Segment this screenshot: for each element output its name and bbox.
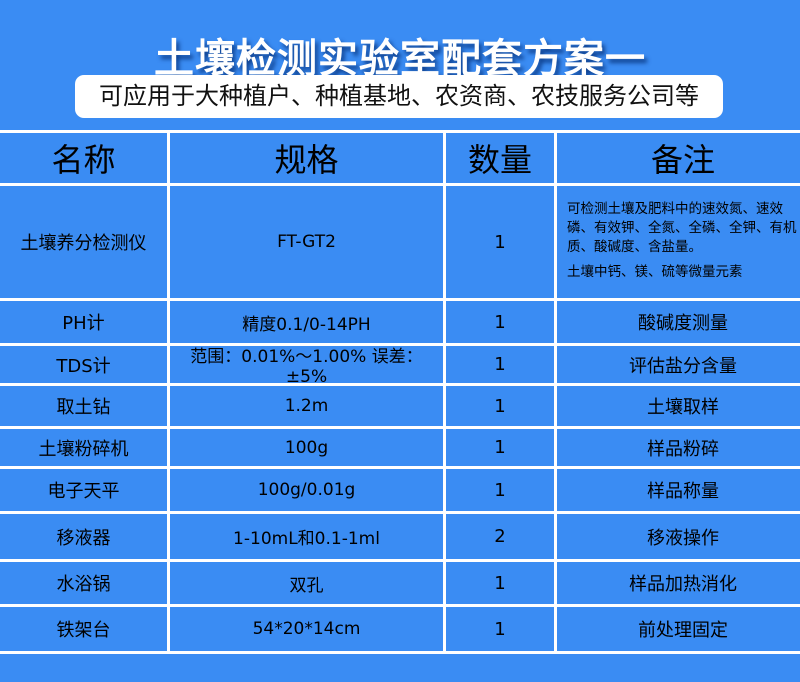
cell-name: PH计: [0, 301, 167, 343]
cell-spec: 100g/0.01g: [170, 469, 443, 511]
header-spec: 规格: [170, 133, 443, 183]
cell-note: 酸碱度测量: [557, 301, 800, 343]
cell-note: 土壤取样: [557, 386, 800, 426]
cell-qty: 1: [446, 429, 554, 466]
cell-name: 电子天平: [0, 469, 167, 511]
header-name: 名称: [0, 133, 167, 183]
cell-spec: FT-GT2: [170, 186, 443, 298]
cell-name: 水浴锅: [0, 562, 167, 604]
cell-note: 移液操作: [557, 514, 800, 559]
cell-qty: 1: [446, 346, 554, 383]
cell-qty: 1: [446, 301, 554, 343]
header-note: 备注: [557, 133, 800, 183]
cell-name: 铁架台: [0, 607, 167, 651]
cell-name: 土壤养分检测仪: [0, 186, 167, 298]
cell-spec: 精度0.1/0-14PH: [170, 301, 443, 343]
subtitle-banner: 可应用于大种植户、种植基地、农资商、农技服务公司等: [75, 75, 723, 118]
cell-qty: 1: [446, 186, 554, 298]
cell-note: 可检测土壤及肥料中的速效氮、速效磷、有效钾、全氮、全磷、全钾、有机质、酸碱度、含…: [557, 186, 800, 298]
cell-qty: 1: [446, 386, 554, 426]
equipment-table: 名称 规格 数量 备注 土壤养分检测仪 FT-GT2 1 可检测土壤及肥料中的速效氮、…: [0, 130, 800, 654]
cell-name: 土壤粉碎机: [0, 429, 167, 466]
cell-spec: 双孔: [170, 562, 443, 604]
note-text: 可检测土壤及肥料中的速效氮、速效磷、有效钾、全氮、全磷、全钾、有机质、酸碱度、含…: [567, 201, 797, 255]
cell-spec: 1.2m: [170, 386, 443, 426]
cell-spec: 100g: [170, 429, 443, 466]
cell-spec: 54*20*14cm: [170, 607, 443, 651]
cell-note: 评估盐分含量: [557, 346, 800, 383]
cell-note: 样品粉碎: [557, 429, 800, 466]
note-text: 土壤中钙、镁、硫等微量元素: [567, 264, 743, 280]
cell-name: TDS计: [0, 346, 167, 383]
cell-note: 前处理固定: [557, 607, 800, 651]
header-qty: 数量: [446, 133, 554, 183]
cell-qty: 1: [446, 607, 554, 651]
cell-note: 样品称量: [557, 469, 800, 511]
page-title: 土壤检测实验室配套方案一: [154, 36, 646, 82]
cell-name: 移液器: [0, 514, 167, 559]
cell-qty: 1: [446, 469, 554, 511]
cell-qty: 2: [446, 514, 554, 559]
cell-note: 样品加热消化: [557, 562, 800, 604]
cell-name: 取土钻: [0, 386, 167, 426]
cell-qty: 1: [446, 562, 554, 604]
cell-spec: 1-10mL和0.1-1ml: [170, 514, 443, 559]
cell-spec: 范围：0.01%～1.00% 误差：±5%: [170, 346, 443, 387]
